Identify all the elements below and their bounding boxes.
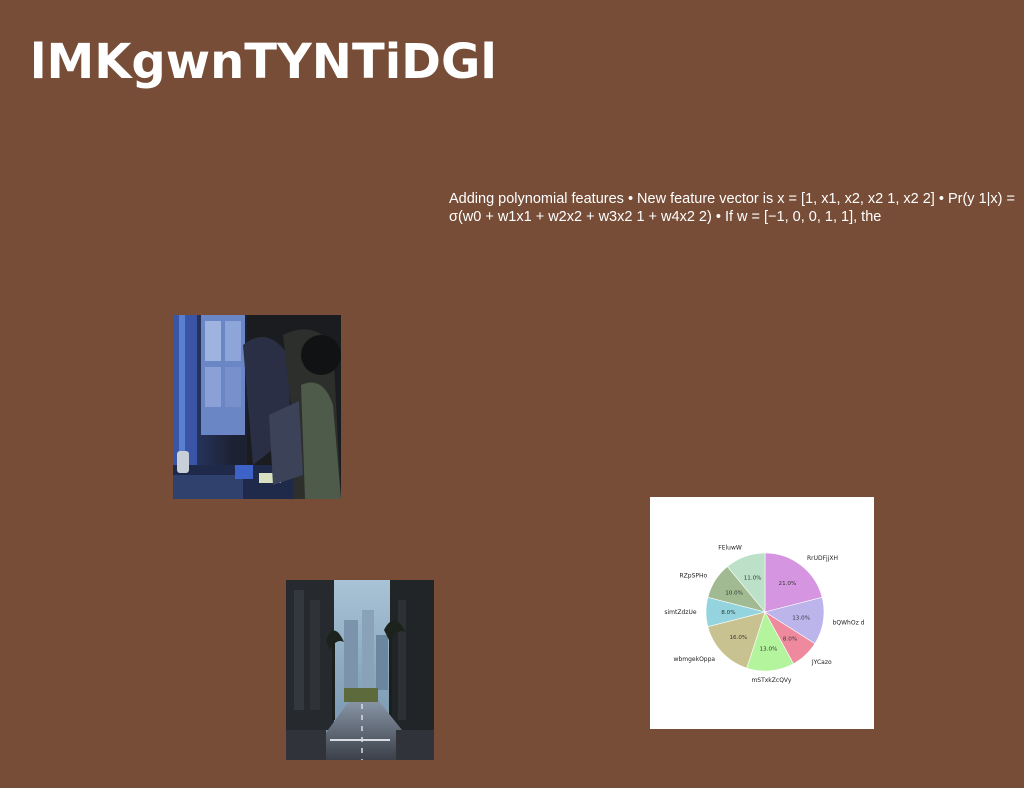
slide-title: lMKgwnTYNTiDGl: [30, 34, 497, 90]
pie-slice-wbmgekOppa: [707, 611, 766, 669]
pie-pct-label: 16.0%: [729, 635, 747, 641]
slide-body-text: Adding polynomial features • New feature…: [449, 191, 1015, 225]
pie-slice-label: bQWhOz d: [833, 620, 865, 627]
office-photo: [173, 315, 341, 499]
pie-slice-label: FEluwW: [718, 545, 742, 552]
pie-pct-label: 10.0%: [725, 590, 743, 596]
pie-pct-label: 21.0%: [779, 581, 797, 587]
pie-pct-label: 11.0%: [744, 576, 762, 582]
pie-slice-label: JYCazo: [811, 659, 832, 666]
pie-pct-label: 13.0%: [760, 646, 778, 652]
pie-slice-label: RrUDFjjXH: [807, 555, 838, 562]
pie-pct-label: 8.0%: [721, 610, 735, 616]
pie-slice-label: mSTxkZcQVy: [751, 677, 791, 684]
street-photo: [286, 580, 434, 760]
pie-slice-label: wbmgekOppa: [674, 656, 716, 663]
pie-slice-label: RZpSPHo: [680, 572, 708, 579]
pie-chart: 21.0% RrUDFjjXH 13.0% bQWhOz d 8.0% JYCazo 13.…: [650, 497, 874, 729]
pie-pct-label: 13.0%: [792, 616, 810, 622]
pie-slice-FEluwW: [726, 552, 766, 613]
pie-slice-RrUDFjjXH: [764, 552, 823, 613]
pie-pct-label: 8.0%: [783, 637, 797, 643]
pie-slice-label: simtZdzUe: [664, 609, 696, 616]
